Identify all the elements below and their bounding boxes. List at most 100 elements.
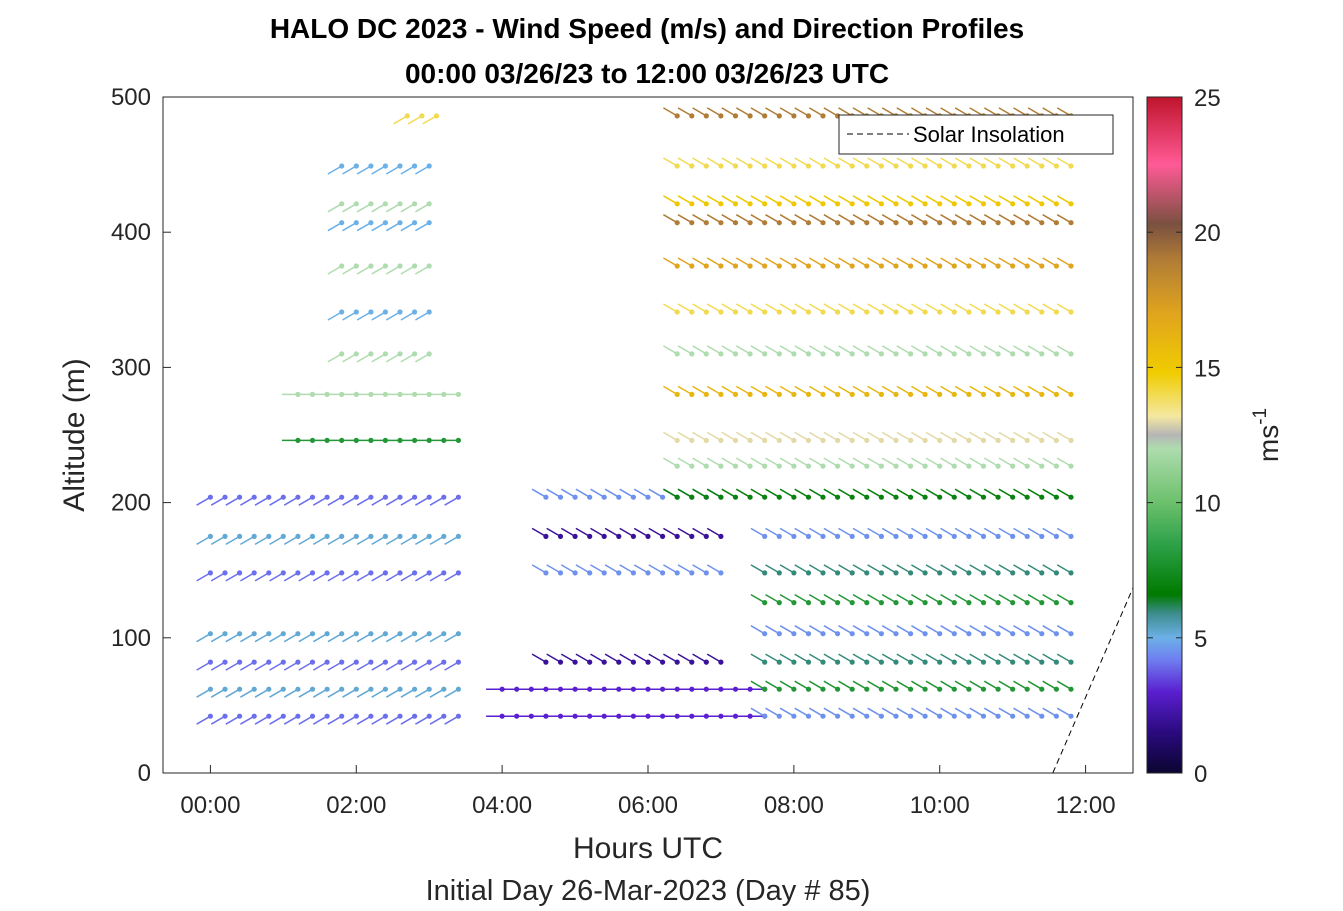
wind-barb-head xyxy=(412,163,418,169)
wind-barb-shaft xyxy=(808,593,824,604)
wind-barb xyxy=(867,707,885,719)
wind-barb-head xyxy=(864,391,870,397)
wind-barb xyxy=(750,257,768,269)
wind-barb-head xyxy=(878,600,885,606)
wind-barb-head xyxy=(368,263,374,269)
wind-barb-head xyxy=(937,659,943,665)
wind-barb-shaft xyxy=(254,572,270,582)
wind-barb xyxy=(867,527,885,540)
wind-barb-head xyxy=(1010,201,1016,207)
wind-barb xyxy=(560,653,578,665)
wind-barb-shaft xyxy=(794,488,809,498)
wind-barb-shaft xyxy=(911,195,926,205)
wind-barb-shaft xyxy=(663,214,678,224)
wind-barb xyxy=(429,713,447,725)
wind-barb-head xyxy=(791,220,797,226)
wind-barb-shaft xyxy=(925,303,941,313)
wind-barb-head xyxy=(295,570,301,576)
wind-barb-head xyxy=(820,494,826,500)
wind-barb-head xyxy=(878,659,885,665)
wind-barb xyxy=(896,527,914,540)
wind-barb-head xyxy=(572,659,578,665)
wind-barb-head xyxy=(922,533,928,540)
wind-barb-head xyxy=(908,713,914,719)
wind-barb-shaft xyxy=(794,680,809,690)
wind-barb xyxy=(371,686,388,698)
wind-barb xyxy=(750,564,768,576)
wind-barb-shaft xyxy=(298,661,313,671)
wind-barb xyxy=(677,257,695,269)
wind-barb xyxy=(867,345,885,357)
wind-barb xyxy=(838,593,855,606)
y-tick-label: 300 xyxy=(111,354,151,381)
wind-barb-shaft xyxy=(881,431,897,442)
wind-barb-head xyxy=(776,659,782,665)
wind-barb xyxy=(750,527,768,540)
wind-barb xyxy=(692,385,709,397)
wind-barb-shaft xyxy=(1027,564,1043,574)
wind-barb-shaft xyxy=(590,653,605,663)
wind-barb-shaft xyxy=(808,157,824,167)
wind-barb-head xyxy=(368,163,374,169)
wind-barb-shaft xyxy=(225,688,240,698)
wind-barb xyxy=(385,220,403,232)
wind-barb-head xyxy=(864,631,870,637)
wind-barb-head xyxy=(835,263,841,269)
wind-barb-head xyxy=(674,113,680,119)
wind-barb-head xyxy=(280,686,286,692)
wind-barb-head xyxy=(339,686,345,692)
wind-barb-head xyxy=(995,163,1001,169)
wind-barb-head xyxy=(455,437,461,443)
wind-barb-head xyxy=(689,463,695,469)
wind-barb xyxy=(327,220,345,232)
wind-barb-head xyxy=(878,713,885,719)
wind-barb-shaft xyxy=(750,195,766,205)
wind-barb-shaft xyxy=(765,680,780,690)
wind-barb-shaft xyxy=(269,661,284,671)
wind-barb xyxy=(1013,488,1030,500)
wind-barb-shaft xyxy=(969,257,984,267)
wind-barb-shaft xyxy=(808,385,824,396)
wind-barb-shaft xyxy=(400,203,415,213)
wind-barb xyxy=(1013,625,1030,637)
wind-barb xyxy=(415,220,432,232)
wind-barb-shaft xyxy=(196,715,211,725)
wind-barb xyxy=(750,707,768,719)
wind-barb-shaft xyxy=(983,385,999,396)
wind-barb-head xyxy=(1024,463,1030,469)
wind-barb-head xyxy=(718,533,724,540)
wind-barb-shaft xyxy=(940,625,955,635)
wind-barb-head xyxy=(732,463,739,469)
wind-barb xyxy=(779,345,797,357)
wind-barb-head xyxy=(703,263,709,269)
wind-barb-head xyxy=(324,570,330,576)
wind-barb-head xyxy=(1039,631,1045,637)
wind-barb-shaft xyxy=(371,203,386,213)
wind-barb-head xyxy=(1039,600,1045,606)
wind-barb xyxy=(808,680,826,692)
wind-barb xyxy=(677,195,695,207)
wind-barb-head xyxy=(937,201,943,207)
wind-barb xyxy=(954,214,972,226)
wind-barb-head xyxy=(237,570,243,576)
wind-barb-head xyxy=(805,351,812,357)
wind-barb xyxy=(779,457,797,469)
wind-barb-shaft xyxy=(385,353,401,363)
wind-barb-head xyxy=(835,686,841,692)
wind-barb-head xyxy=(864,659,870,665)
wind-barb xyxy=(1056,431,1074,443)
wind-barb xyxy=(765,527,782,540)
wind-barb-shaft xyxy=(269,715,284,725)
wind-barb-shaft xyxy=(342,633,357,643)
wind-barb-shaft xyxy=(823,385,838,396)
wind-barb-head xyxy=(1068,351,1074,357)
footer-note: Initial Day 26-Mar-2023 (Day # 85) xyxy=(426,875,871,907)
wind-barb-head xyxy=(762,113,768,119)
wind-barb-shaft xyxy=(400,353,415,363)
wind-barb-head xyxy=(674,463,680,469)
wind-barb xyxy=(940,680,957,692)
wind-barb-head xyxy=(747,437,753,443)
wind-barb xyxy=(575,564,593,576)
wind-barb-head xyxy=(951,263,957,269)
wind-barb xyxy=(1013,345,1030,357)
